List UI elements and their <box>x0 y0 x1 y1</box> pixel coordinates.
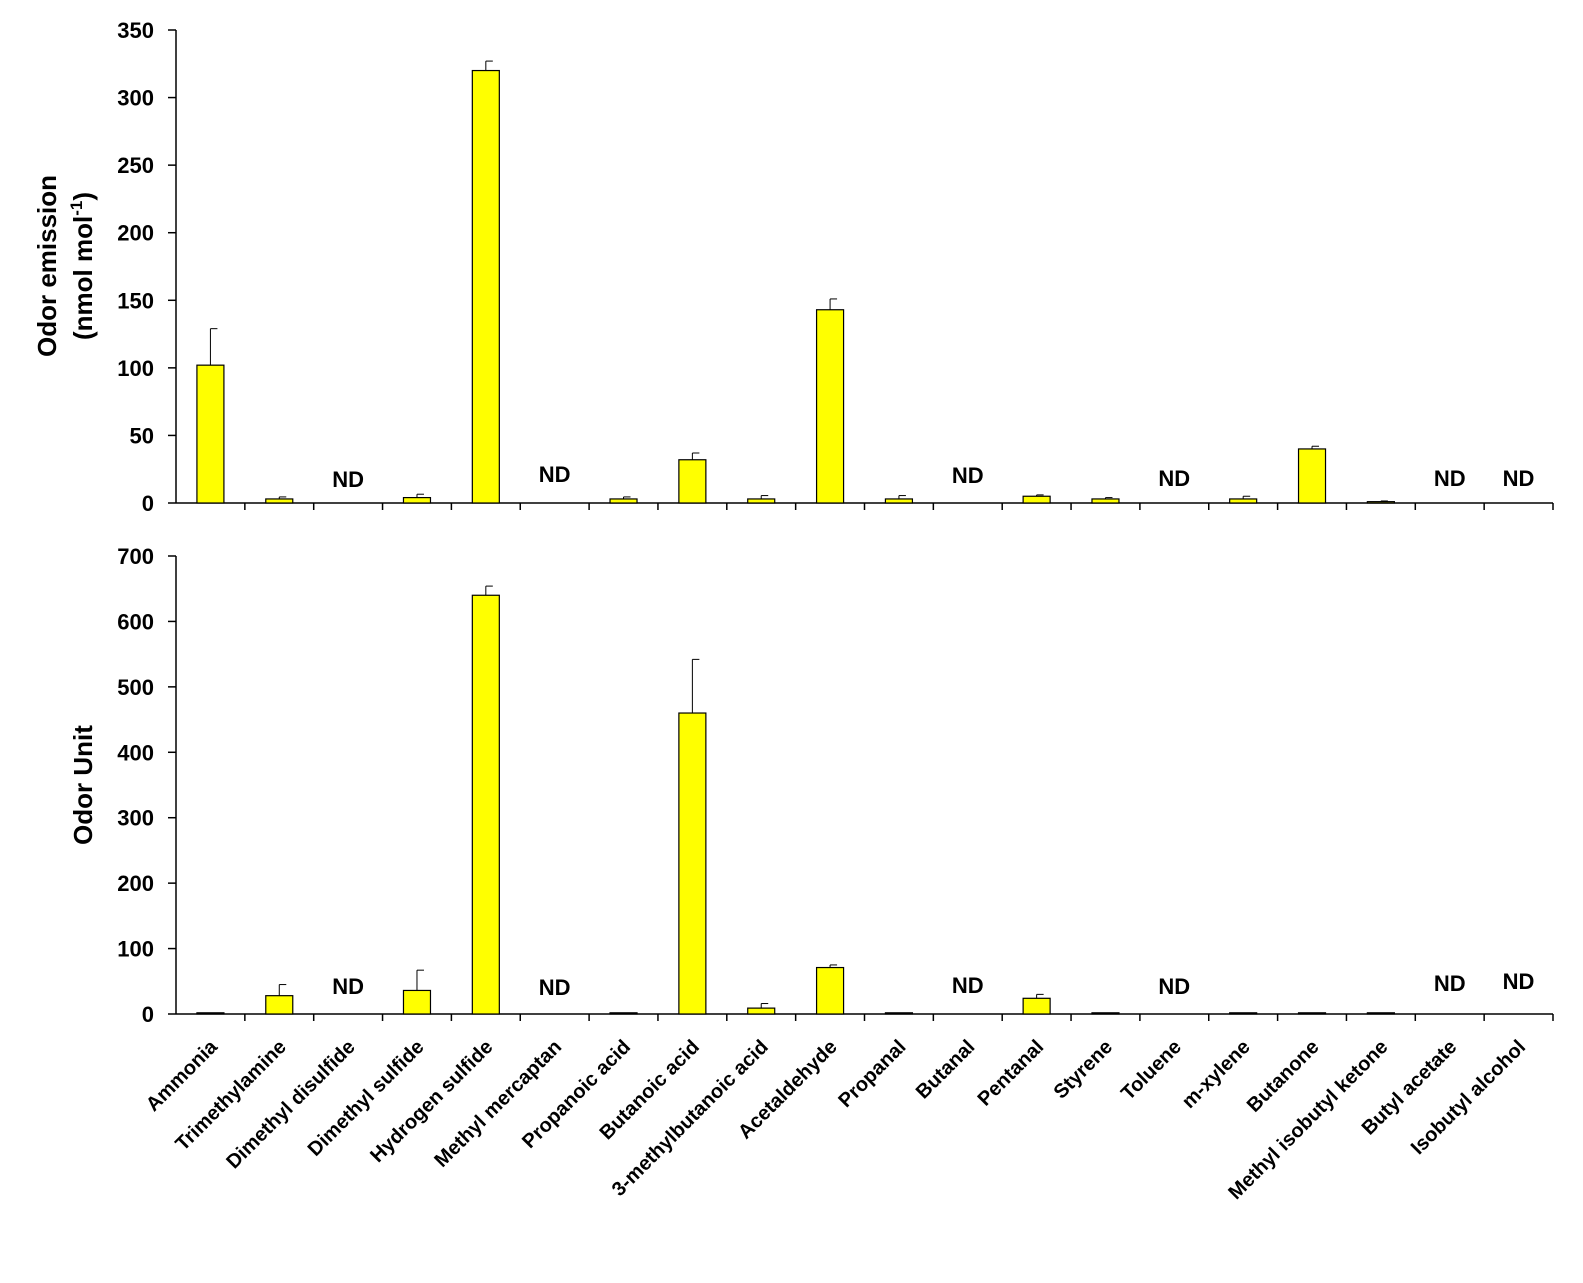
y-tick-label: 350 <box>117 18 154 43</box>
bar <box>1229 1012 1258 1015</box>
y-axis-title-line1: Odor emission <box>32 175 62 357</box>
nd-label: ND <box>952 973 984 998</box>
bar <box>815 309 845 504</box>
y-tick-label: 0 <box>142 1002 154 1027</box>
bar <box>815 966 845 1015</box>
nd-label: ND <box>1158 466 1190 491</box>
bar <box>196 1012 225 1015</box>
bar <box>1366 1012 1395 1015</box>
bar <box>747 498 776 504</box>
x-category-label: Dimethyl disulfide <box>222 1036 359 1173</box>
bar <box>609 498 638 504</box>
top-panel: 0 50 100 150 200 250 300 350 ND ND ND ND ND ND Odor em… <box>32 18 1554 516</box>
y-axis-title: Odor Unit <box>68 725 98 845</box>
x-category-label: Methyl mercaptan <box>430 1036 566 1172</box>
bar <box>402 989 432 1015</box>
bar <box>884 498 914 504</box>
bar <box>1091 498 1120 504</box>
bar <box>265 498 294 504</box>
y-tick-label: 600 <box>117 609 154 634</box>
bar <box>196 364 225 504</box>
nd-label: ND <box>1503 969 1535 994</box>
y-tick-label: 0 <box>142 491 154 516</box>
bar <box>471 69 500 504</box>
y-tick-label: 200 <box>117 221 154 246</box>
x-category-label: Hydrogen sulfide <box>366 1036 497 1167</box>
x-category-label: Butanal <box>912 1036 979 1103</box>
bar <box>678 712 707 1015</box>
y-tick-label: 300 <box>117 806 154 831</box>
nd-label: ND <box>952 463 984 488</box>
x-category-label: Pentanal <box>974 1036 1049 1111</box>
nd-label: ND <box>332 974 364 999</box>
bar <box>609 1012 638 1015</box>
y-tick-label: 250 <box>117 153 154 178</box>
y-tick-label: 100 <box>117 937 154 962</box>
bar <box>402 496 432 504</box>
nd-label: ND <box>1434 971 1466 996</box>
x-category-label: Propanal <box>834 1036 910 1112</box>
y-tick-label: 400 <box>117 740 154 765</box>
x-category-label: Dimethyl sulfide <box>304 1036 429 1161</box>
y-axis-title-close: ) <box>68 192 98 201</box>
bar <box>265 995 294 1015</box>
y-tick-label: 100 <box>117 356 154 381</box>
bar <box>1297 1012 1327 1015</box>
y-tick-label: 500 <box>117 675 154 700</box>
x-category-label: Styrene <box>1050 1036 1117 1103</box>
y-tick-label: 50 <box>130 423 154 448</box>
bar <box>884 1012 914 1015</box>
bar <box>747 1007 776 1015</box>
x-category-label: Isobutyl alcohol <box>1407 1036 1530 1159</box>
bar <box>1022 495 1051 504</box>
nd-label: ND <box>539 462 571 487</box>
y-tick-label: 700 <box>117 544 154 569</box>
y-axis-title-superscript: -1 <box>67 201 86 216</box>
bar <box>1366 501 1395 504</box>
y-tick-label: 150 <box>117 288 154 313</box>
nd-label: ND <box>539 975 571 1000</box>
bar <box>1022 997 1051 1015</box>
nd-label: ND <box>332 467 364 492</box>
y-tick-label: 200 <box>117 871 154 896</box>
bar <box>1297 448 1327 504</box>
bar <box>1091 1012 1120 1015</box>
nd-label: ND <box>1503 466 1535 491</box>
bar <box>471 594 500 1015</box>
y-axis-title-line2: (nmol mol-1) <box>67 192 98 340</box>
nd-label: ND <box>1434 466 1466 491</box>
bar <box>678 459 707 504</box>
bar <box>1229 498 1258 504</box>
nd-label: ND <box>1158 974 1190 999</box>
y-tick-label: 300 <box>117 86 154 111</box>
x-category-label: Toluene <box>1117 1036 1186 1105</box>
bottom-panel: 0 100 200 300 400 500 600 700 ND ND ND ND ND ND Odor U… <box>68 544 1554 1204</box>
y-axis-title-unit: (nmol mol <box>68 216 98 340</box>
